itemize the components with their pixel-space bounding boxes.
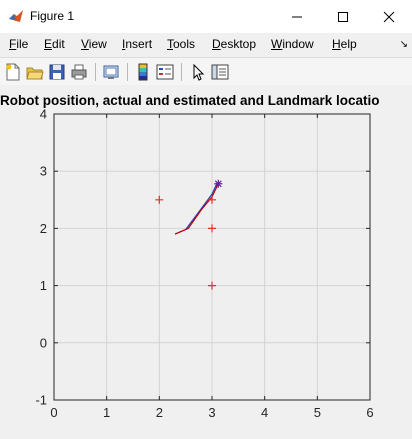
save-icon[interactable]: [48, 63, 66, 81]
x-tick-label: 5: [314, 405, 321, 420]
close-button[interactable]: [366, 0, 412, 33]
maximize-button[interactable]: [320, 0, 366, 33]
menu-window[interactable]: Window: [271, 37, 314, 51]
link-plot-icon[interactable]: [102, 63, 120, 81]
y-tick-label: 3: [40, 164, 47, 179]
menu-help[interactable]: Help: [332, 37, 357, 51]
maximize-icon: [338, 11, 348, 22]
landmark-marker: [208, 281, 216, 290]
x-tick-label: 2: [156, 405, 163, 420]
robot-position-marker: [214, 179, 223, 188]
insert-colorbar-icon[interactable]: [134, 63, 152, 81]
minimize-icon: [292, 16, 302, 17]
window-titlebar: Figure 1: [0, 0, 412, 33]
x-tick-label: 4: [261, 405, 268, 420]
y-tick-label: 1: [40, 278, 47, 293]
menu-view[interactable]: View: [81, 37, 107, 51]
menu-insert[interactable]: Insert: [122, 37, 153, 51]
new-figure-icon[interactable]: [4, 63, 22, 81]
plot-title: Robot position, actual and estimated and…: [0, 93, 380, 108]
landmark-marker: [208, 224, 216, 233]
landmark-marker: [208, 195, 216, 204]
landmark-marker: [155, 195, 164, 204]
menu-tools[interactable]: Tools: [167, 37, 196, 51]
y-tick-label: 0: [40, 335, 47, 350]
toolbar-separator: [181, 63, 182, 81]
close-icon: [383, 11, 395, 22]
insert-legend-icon[interactable]: [156, 63, 174, 81]
print-icon[interactable]: [70, 63, 88, 81]
x-tick-label: 0: [50, 405, 57, 420]
matlab-app-icon: [9, 10, 23, 22]
x-tick-label: 3: [208, 405, 215, 420]
menu-edit[interactable]: Edit: [44, 37, 65, 51]
menu-overflow-icon[interactable]: ↘: [399, 39, 408, 50]
x-tick-label: 6: [366, 405, 373, 420]
property-editor-icon[interactable]: [211, 63, 229, 81]
trajectory-line-1: [174, 183, 219, 235]
y-tick-label: 2: [40, 221, 47, 236]
window-title: Figure 1: [30, 9, 75, 23]
minimize-button[interactable]: [274, 0, 320, 33]
pointer-icon[interactable]: [189, 63, 207, 81]
menu-file[interactable]: File: [9, 37, 29, 51]
menubar: File Edit View Insert Tools Desktop Wind…: [0, 33, 412, 57]
y-tick-label: 4: [40, 107, 47, 122]
x-tick-label: 1: [103, 405, 110, 420]
figure-toolbar: [0, 57, 412, 86]
toolbar-separator: [127, 63, 128, 81]
menu-desktop[interactable]: Desktop: [212, 37, 257, 51]
y-tick-label: -1: [35, 393, 47, 408]
open-file-icon[interactable]: [26, 63, 44, 81]
toolbar-separator: [95, 63, 96, 81]
